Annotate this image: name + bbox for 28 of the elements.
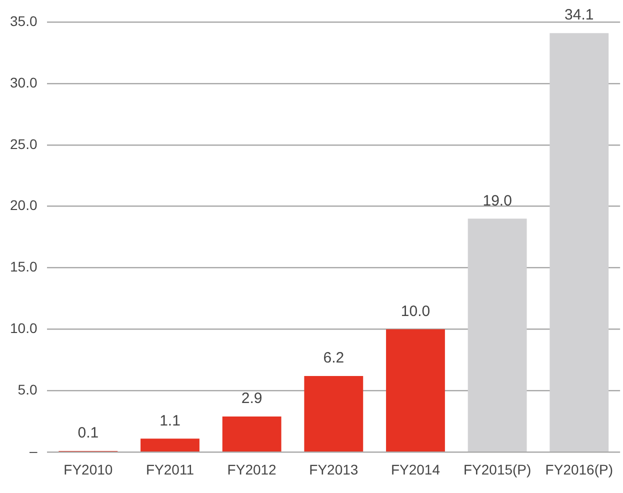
x-tick-label: FY2011 [146,461,194,478]
x-tick-label: FY2010 [64,461,113,478]
data-label: 2.9 [241,390,262,408]
bar [304,376,364,452]
x-tick-label: FY2013 [309,461,358,478]
data-label: 1.1 [160,412,180,430]
y-tick-label: 5.0 [18,382,38,398]
x-tick-label: FY2014 [390,461,440,478]
data-label: 0.1 [78,424,99,442]
x-tick-label: FY2015(P) [463,461,532,478]
bar [468,218,527,452]
bar [222,416,282,452]
x-tick-label: FY2012 [227,461,277,478]
x-tick-label: FY2016(P) [545,461,614,478]
bar [386,329,445,452]
data-label: 6.2 [323,350,344,367]
data-label: 19.0 [482,192,512,210]
y-tick-label: 10.0 [10,320,38,336]
data-label: 34.1 [564,6,594,24]
y-tick-label: 30.0 [10,74,38,90]
bar [140,438,200,452]
data-label: 10.0 [400,302,430,320]
y-tick-label: 15.0 [10,258,38,275]
y-tick-label: 25.0 [10,136,38,152]
y-tick-label: 20.0 [10,197,38,214]
y-tick-label: 35.0 [10,12,38,29]
bar [550,33,609,452]
y-tick-label: – [29,443,38,460]
